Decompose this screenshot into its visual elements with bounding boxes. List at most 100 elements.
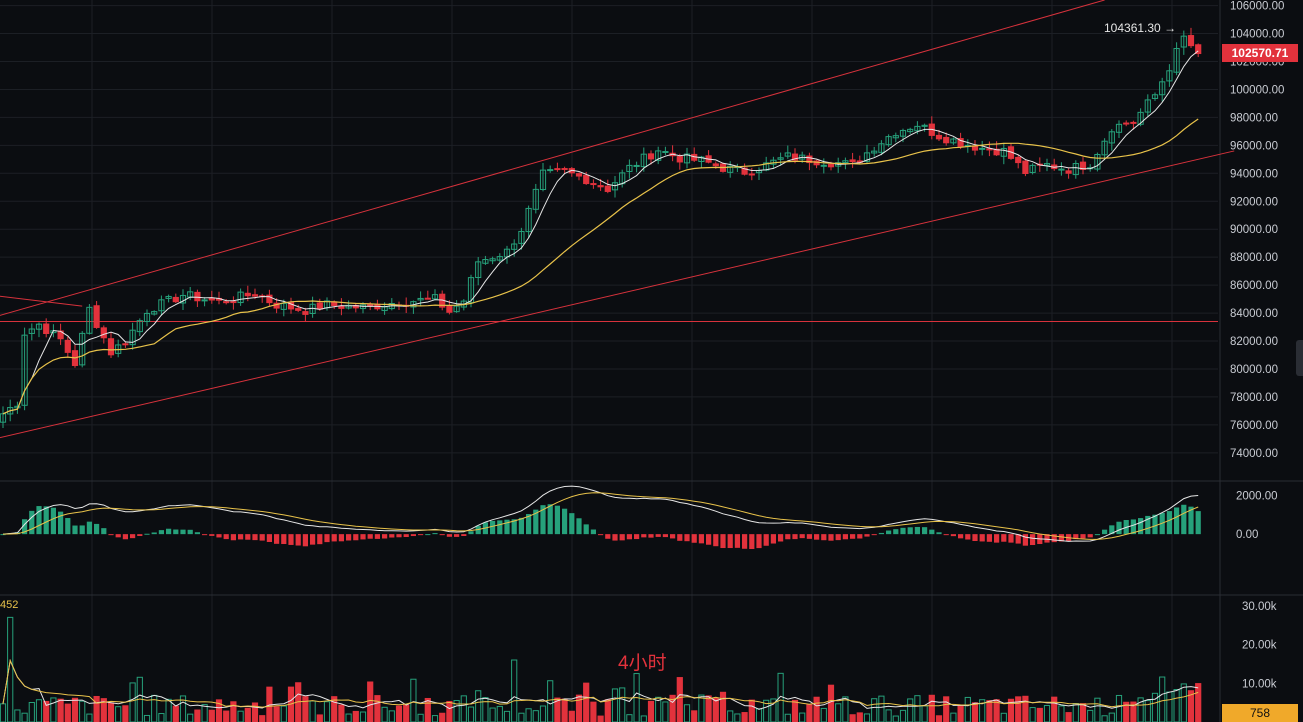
- volume-bar: [1079, 703, 1087, 722]
- candle-body: [43, 323, 50, 335]
- macd-bar: [374, 534, 380, 539]
- macd-bar: [1188, 506, 1194, 535]
- macd-bar: [518, 517, 524, 535]
- volume-bar: [1166, 691, 1173, 722]
- volume-bar: [115, 706, 122, 722]
- macd-bar: [958, 534, 964, 539]
- price-tick-label: 76000.00: [1230, 420, 1278, 432]
- macd-bar: [727, 534, 733, 549]
- macd-bar: [742, 534, 748, 549]
- macd-bar: [641, 534, 647, 538]
- volume-bar: [1072, 702, 1079, 722]
- volume-bar: [568, 710, 575, 722]
- candle-body: [827, 163, 835, 168]
- candle-body: [1166, 70, 1173, 82]
- volume-tick-label: 10.00k: [1242, 678, 1277, 690]
- candle-body: [496, 256, 503, 261]
- macd-dea-line: [2, 492, 1199, 540]
- macd-bar: [1116, 521, 1122, 535]
- volume-bar: [820, 707, 827, 722]
- candle-body: [899, 129, 907, 137]
- candle-body: [777, 157, 784, 160]
- macd-bar: [410, 534, 416, 537]
- volume-bar: [611, 688, 619, 722]
- volume-bar: [640, 715, 647, 722]
- macd-tick-label: 2000.00: [1236, 491, 1278, 503]
- volume-bar: [0, 703, 7, 722]
- candle-body: [158, 299, 165, 312]
- volume-bar: [755, 708, 763, 722]
- candle-body: [482, 259, 489, 264]
- macd-bar: [209, 534, 215, 536]
- candle-body: [525, 207, 532, 233]
- macd-bar: [1015, 534, 1021, 544]
- macd-bar: [850, 534, 856, 539]
- volume-bar: [683, 704, 691, 722]
- macd-bar: [58, 511, 64, 535]
- candle-body: [1079, 161, 1087, 170]
- volume-bar: [712, 697, 719, 722]
- macd-bar: [590, 529, 596, 535]
- macd-bar: [598, 534, 604, 536]
- timeframe-label: 4小时: [618, 653, 667, 674]
- volume-bar: [532, 710, 539, 722]
- candle-body: [791, 153, 799, 161]
- volume-bar: [273, 706, 280, 722]
- macd-bar: [756, 534, 762, 549]
- candle-body: [1115, 123, 1123, 133]
- macd-bar: [281, 534, 287, 545]
- macd-bar: [821, 534, 827, 541]
- macd-bar: [382, 534, 388, 539]
- candle-body: [842, 160, 849, 163]
- side-panel-handle[interactable]: [1296, 340, 1303, 376]
- volume-bar: [223, 710, 230, 722]
- volume-bar: [763, 699, 770, 722]
- macd-bar: [389, 534, 395, 538]
- candle-body: [640, 153, 647, 168]
- volume-bar: [734, 713, 741, 722]
- volume-bar: [28, 702, 35, 722]
- macd-bar: [360, 534, 366, 540]
- macd-bar: [238, 534, 244, 540]
- macd-bar: [1022, 534, 1028, 546]
- macd-bar: [29, 510, 35, 535]
- macd-bar: [893, 529, 899, 535]
- trend-channel: [0, 0, 1235, 439]
- candle-body: [633, 164, 640, 167]
- volume-bar: [1065, 712, 1072, 722]
- candlesticks: [0, 27, 1202, 429]
- macd-bar: [547, 504, 553, 535]
- volume-bar: [251, 702, 259, 722]
- macd-bar: [504, 519, 510, 535]
- volume-bar: [1087, 709, 1094, 722]
- candle-body: [28, 328, 35, 334]
- candle-body: [251, 294, 259, 297]
- macd-bar: [965, 534, 971, 540]
- candle-body: [338, 305, 345, 309]
- candle-body: [287, 302, 295, 310]
- candle-body: [575, 173, 583, 177]
- volume-bar: [676, 677, 683, 722]
- macd-bar: [490, 520, 496, 535]
- macd-bar: [122, 534, 128, 540]
- volume-bar: [417, 713, 424, 722]
- volume-bar: [129, 682, 136, 722]
- volume-bar: [835, 703, 842, 722]
- candle-body: [1187, 35, 1195, 47]
- candle-body: [626, 164, 633, 172]
- volume-bar: [367, 681, 374, 722]
- price-tick-label: 74000.00: [1230, 448, 1278, 460]
- volume-bar: [208, 709, 215, 722]
- volume-bar: [583, 682, 590, 722]
- candle-body: [345, 304, 352, 309]
- volume-bar: [806, 704, 813, 722]
- candle-body: [590, 183, 597, 186]
- volume-bar: [165, 698, 172, 722]
- candle-body: [1144, 99, 1151, 113]
- candle-body: [597, 185, 604, 188]
- candle-body: [683, 153, 691, 164]
- macd-bar: [619, 534, 625, 541]
- macd-bar: [295, 534, 301, 546]
- macd-bar: [914, 526, 920, 535]
